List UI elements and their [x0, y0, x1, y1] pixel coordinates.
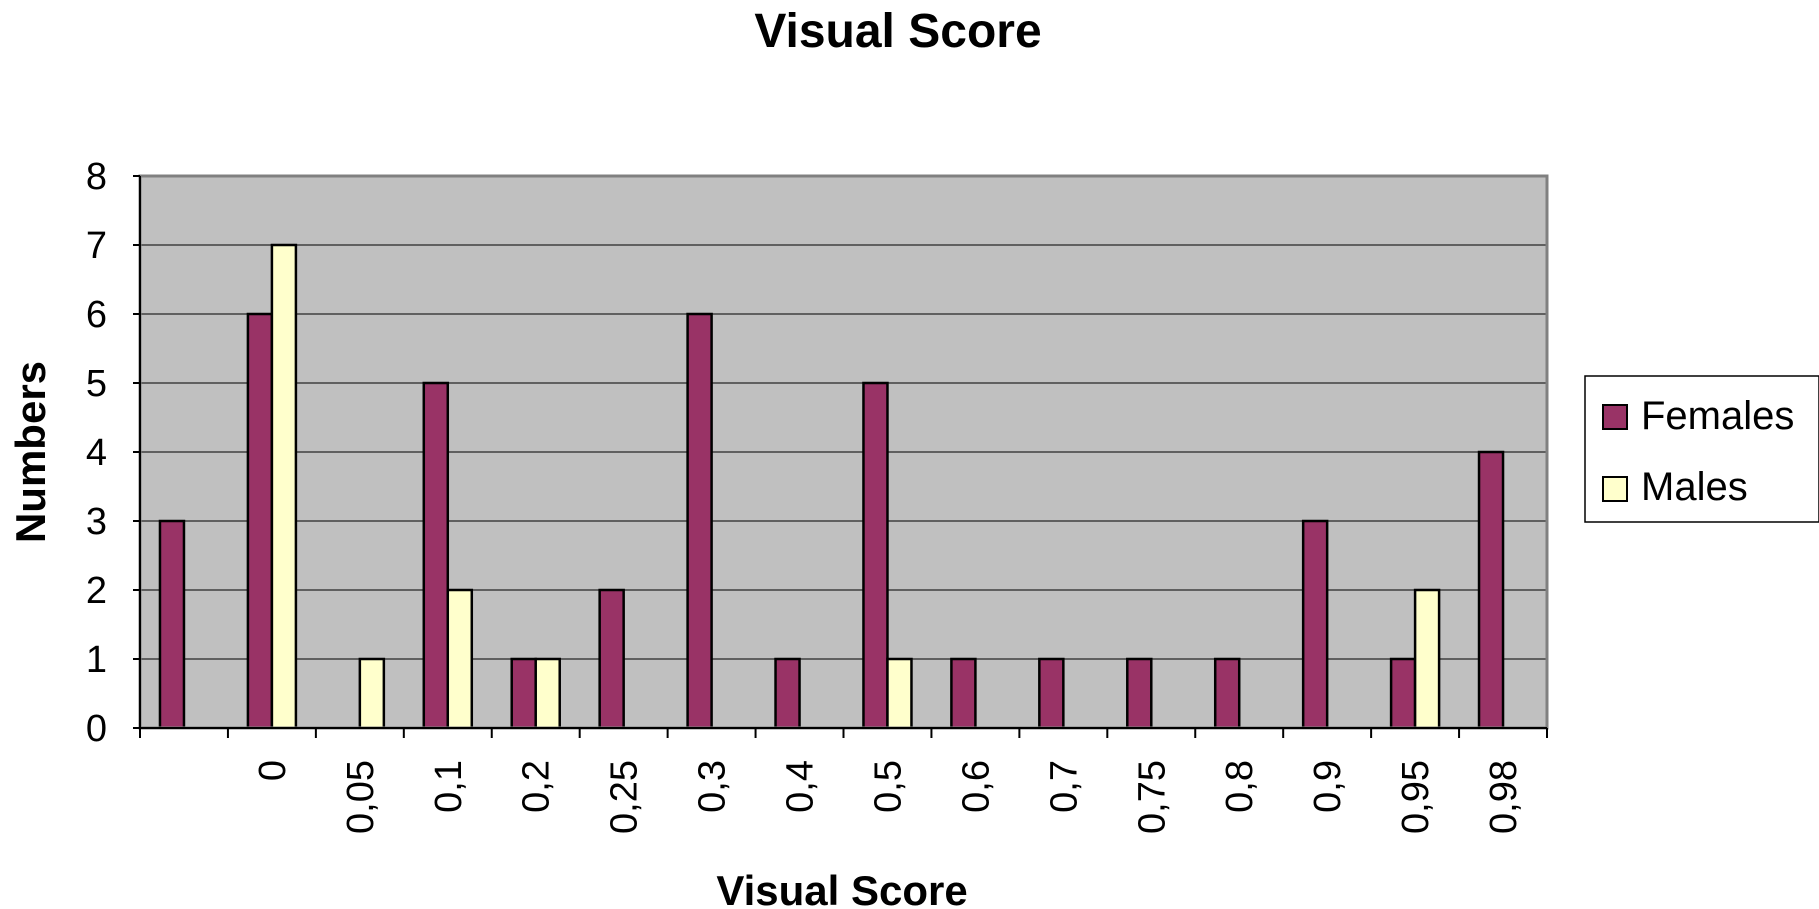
y-tick-label: 6 [86, 294, 107, 336]
x-tick-label: 0,7 [1043, 760, 1085, 813]
x-tick-label: 0,4 [780, 760, 822, 813]
bar-females-12 [1213, 657, 1241, 730]
y-tick-label: 2 [86, 570, 107, 612]
y-tick-label: 1 [86, 639, 107, 681]
legend-label-males: Males [1641, 465, 1748, 509]
bar-females-1 [246, 312, 274, 730]
legend-swatch-males [1602, 476, 1628, 502]
bar-females-13 [1301, 519, 1329, 730]
legend: Females Males [1584, 375, 1819, 523]
x-tick-label: 0,8 [1219, 760, 1261, 813]
y-tick-label: 8 [86, 156, 107, 198]
bar-females-15 [1477, 450, 1505, 730]
y-axis-label: Numbers [7, 361, 54, 543]
x-tick-label: 0,95 [1395, 760, 1437, 834]
bar-females-5 [598, 588, 625, 730]
y-tick-label: 5 [86, 363, 107, 405]
y-tick-labels: 0 1 2 3 4 5 6 7 8 [86, 156, 107, 750]
bar-males-4 [534, 657, 561, 730]
bar-females-14 [1389, 657, 1417, 730]
y-tick-label: 7 [86, 225, 107, 267]
bar-females-11 [1126, 657, 1153, 730]
x-tick-label: 0,98 [1483, 760, 1525, 834]
axes [133, 174, 1549, 738]
x-tick-labels: 0 0,05 0,1 0,2 0,25 0,3 0,4 0,5 0,6 0,7 0,75 0,8 0,9… [252, 760, 1525, 834]
x-tick-label: 0,6 [955, 760, 997, 813]
bar-males-1 [270, 243, 298, 730]
x-axis-label: Visual Score [716, 867, 967, 909]
x-tick-label: 0,25 [604, 760, 646, 834]
bar-females-6 [686, 312, 713, 730]
x-tick-label: 0 [252, 760, 294, 781]
y-tick-label: 3 [86, 501, 107, 543]
y-tick-label: 0 [86, 708, 107, 750]
bar-females-9 [950, 657, 977, 730]
bar-males-8 [886, 657, 913, 730]
bars [158, 243, 1505, 730]
bar-females-3 [422, 381, 450, 730]
bar-females-10 [1038, 657, 1065, 730]
x-tick-label: 0,05 [340, 760, 382, 834]
y-tick-label: 4 [86, 432, 107, 474]
legend-swatch-females [1602, 404, 1628, 430]
bar-females-8 [862, 381, 889, 730]
bar-females-7 [774, 657, 801, 730]
bar-females-0 [158, 519, 186, 730]
bar-males-14 [1413, 588, 1441, 730]
x-tick-label: 0,9 [1307, 760, 1349, 813]
x-tick-label: 0,1 [428, 760, 470, 813]
bar-males-2 [358, 657, 386, 730]
bar-females-4 [510, 657, 537, 730]
x-tick-label: 0,75 [1131, 760, 1173, 834]
chart-title: Visual Score [754, 5, 1041, 58]
bar-males-3 [446, 588, 474, 730]
x-tick-label: 0,5 [867, 760, 909, 813]
legend-label-females: Females [1641, 394, 1794, 438]
x-tick-label: 0,2 [516, 760, 558, 813]
x-tick-label: 0,3 [692, 760, 734, 813]
